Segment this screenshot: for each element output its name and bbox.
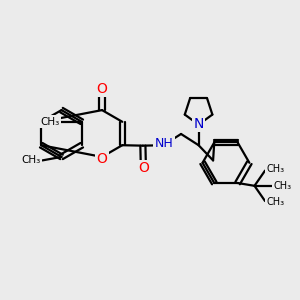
Text: O: O — [97, 152, 107, 166]
Text: CH₃: CH₃ — [274, 181, 292, 191]
Text: CH₃: CH₃ — [266, 164, 284, 174]
Text: CH₃: CH₃ — [266, 197, 284, 207]
Text: CH₃: CH₃ — [21, 155, 40, 165]
Text: N: N — [194, 117, 204, 131]
Text: O: O — [97, 82, 107, 96]
Text: CH₃: CH₃ — [40, 116, 59, 127]
Text: O: O — [139, 161, 149, 176]
Text: NH: NH — [154, 136, 173, 150]
